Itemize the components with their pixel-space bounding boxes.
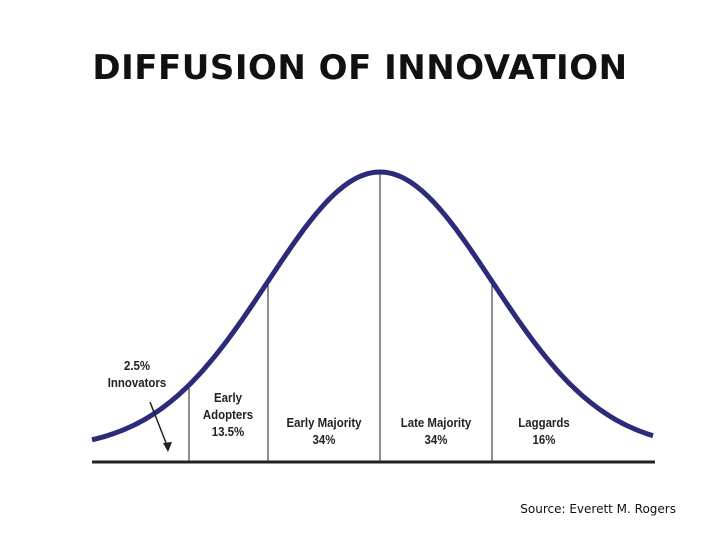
curve [91, 169, 654, 443]
arrow [149, 401, 169, 449]
segment-share: 2.5% [123, 358, 151, 373]
segment-share: 34% [312, 432, 336, 447]
segment: Early Adopters 13.5% [197, 389, 259, 440]
segment-share: 34% [424, 432, 448, 447]
segment-label: Early Majority [286, 415, 362, 430]
segment-share: 13.5% [211, 424, 245, 439]
segment: Late Majority 34% [390, 414, 482, 448]
segment-share: 16% [532, 432, 556, 447]
segment-label: Early Adopters [202, 390, 254, 422]
segment: 2.5% Innovators [102, 357, 172, 391]
segment: Early Majority 34% [278, 414, 370, 448]
dividers [188, 172, 493, 462]
source-note: Source: Everett M. Rogers [520, 502, 676, 516]
segment-label: Late Majority [400, 415, 472, 430]
segment-label: Laggards [518, 415, 570, 430]
segment: Laggards 16% [502, 414, 586, 448]
segment-label: Innovators [107, 375, 167, 390]
slide-title: DIFFUSION OF INNOVATION [92, 48, 628, 88]
arrow-head [163, 442, 172, 452]
